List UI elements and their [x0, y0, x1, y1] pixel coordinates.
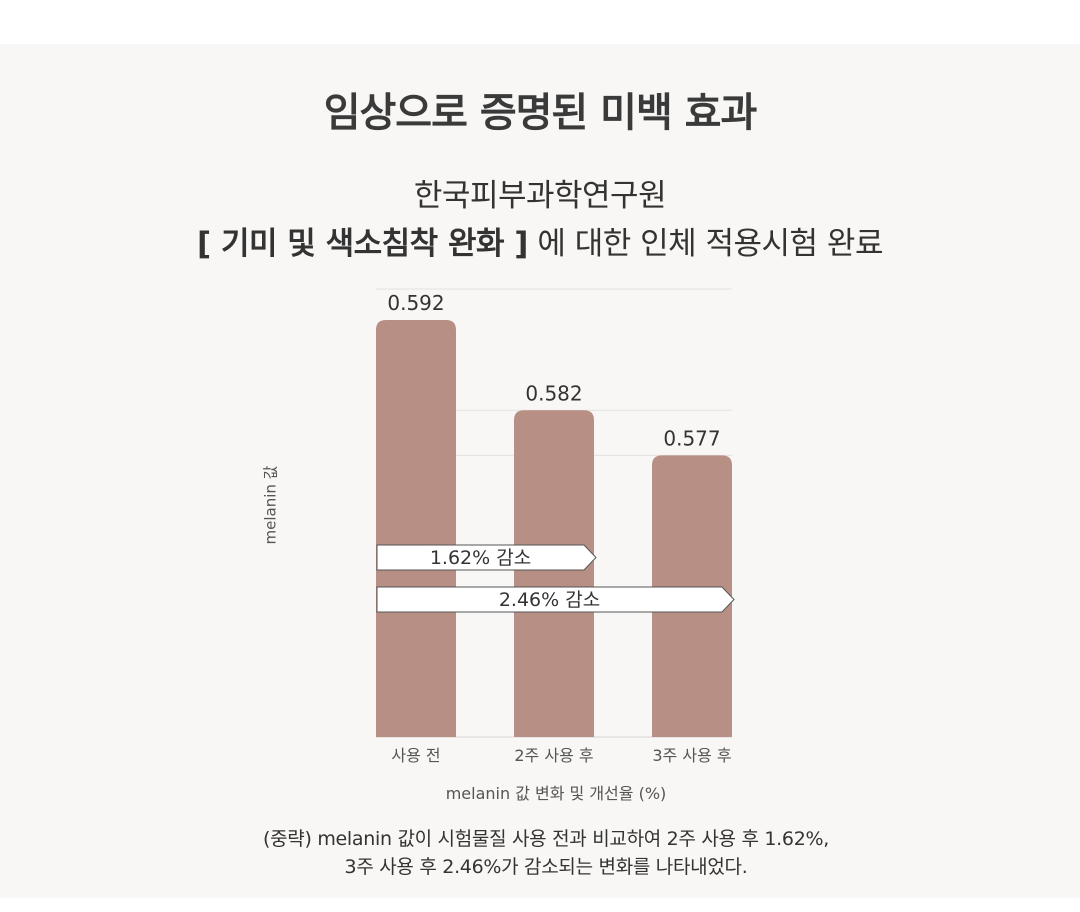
x-tick-label-2: 2주 사용 후	[514, 746, 593, 765]
value-label-1: 0.592	[387, 291, 444, 315]
subtitle-test-rest: 에 대한 인체 적용시험 완료	[527, 226, 883, 262]
reduction-arrow-2	[376, 586, 735, 613]
value-label-3: 0.577	[663, 426, 720, 450]
bar-2	[514, 410, 594, 737]
value-label-2: 0.582	[525, 381, 582, 405]
page-title: 임상으로 증명된 미백 효과	[323, 90, 758, 136]
footnote-line-2: 3주 사용 후 2.46%가 감소되는 변화를 나타내었다.	[344, 856, 748, 878]
x-tick-label-1: 사용 전	[391, 746, 440, 765]
reduction-label-2: 2.46% 감소	[499, 589, 600, 611]
bar-1	[376, 320, 456, 737]
x-tick-label-3: 3주 사용 후	[652, 746, 731, 765]
reduction-arrow-1	[376, 544, 597, 571]
subtitle-test-bold: [ 기미 및 색소침착 완화 ]	[197, 226, 528, 262]
x-axis-label: melanin 값 변화 및 개선율 (%)	[445, 784, 667, 803]
reduction-label-1: 1.62% 감소	[430, 547, 531, 569]
footnote-line-1: (중략) melanin 값이 시험물질 사용 전과 비교하여 2주 사용 후 …	[263, 828, 829, 850]
subtitle-test: [ 기미 및 색소침착 완화 ] 에 대한 인체 적용시험 완료	[0, 218, 1080, 263]
subtitle-institute: 한국피부과학연구원	[413, 178, 667, 214]
y-axis-label: melanin 값	[261, 465, 280, 545]
